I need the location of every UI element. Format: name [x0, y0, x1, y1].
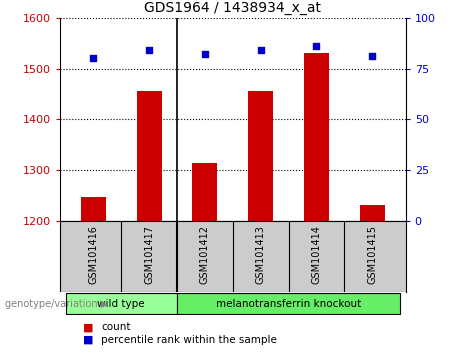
Bar	[177, 293, 400, 314]
Bar	[248, 91, 273, 221]
Text: GSM101412: GSM101412	[200, 225, 210, 284]
Point	[201, 51, 209, 57]
Text: genotype/variation ▶: genotype/variation ▶	[5, 298, 108, 309]
Text: GSM101413: GSM101413	[256, 225, 266, 284]
Point	[257, 47, 264, 53]
Text: count: count	[101, 322, 131, 332]
Text: GSM101415: GSM101415	[367, 225, 377, 284]
Bar	[136, 91, 162, 221]
Text: percentile rank within the sample: percentile rank within the sample	[101, 335, 278, 345]
Point	[146, 47, 153, 53]
Point	[368, 53, 376, 59]
Text: ■: ■	[83, 335, 94, 345]
Bar	[65, 293, 177, 314]
Point	[313, 44, 320, 49]
Point	[90, 56, 97, 61]
Bar	[360, 205, 385, 221]
Bar	[81, 197, 106, 221]
Text: melanotransferrin knockout: melanotransferrin knockout	[216, 298, 361, 309]
Text: ■: ■	[83, 322, 94, 332]
Text: GSM101417: GSM101417	[144, 225, 154, 284]
Title: GDS1964 / 1438934_x_at: GDS1964 / 1438934_x_at	[144, 1, 321, 15]
Text: wild type: wild type	[97, 298, 145, 309]
Bar	[304, 53, 329, 221]
Text: GSM101414: GSM101414	[312, 225, 321, 284]
Bar	[192, 163, 218, 221]
Text: GSM101416: GSM101416	[89, 225, 98, 284]
